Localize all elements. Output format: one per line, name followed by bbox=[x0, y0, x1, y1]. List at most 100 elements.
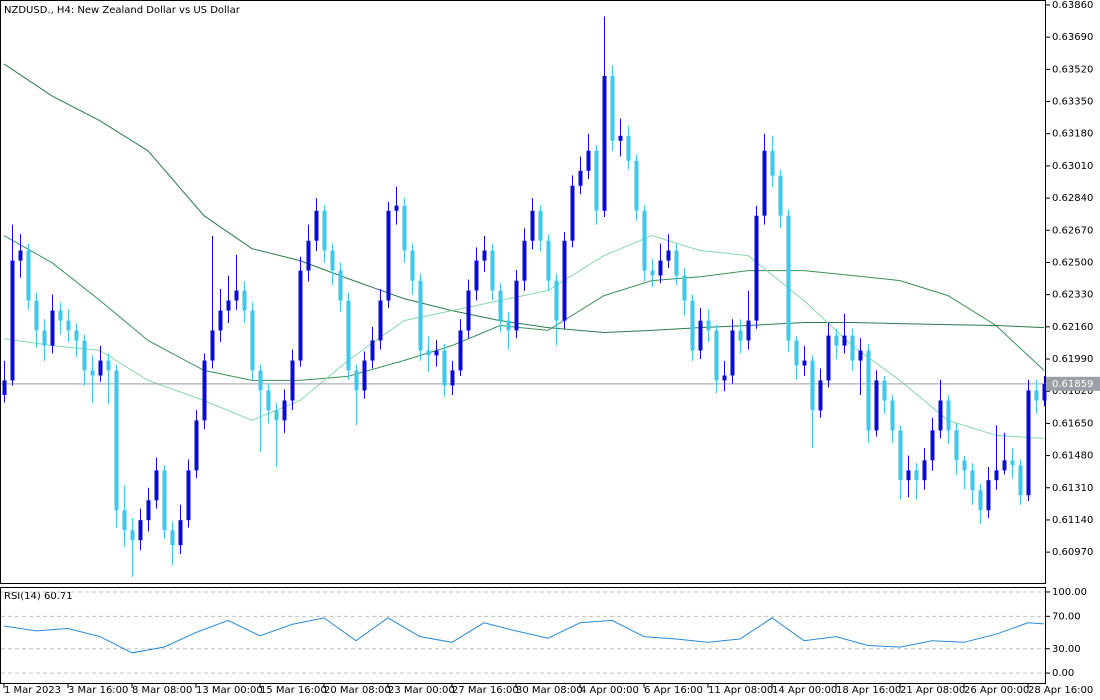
y-tick-label: 0.62840 bbox=[1052, 193, 1093, 204]
x-tick-label: 13 Mar 00:00 bbox=[196, 685, 263, 696]
candle-body bbox=[650, 270, 655, 276]
candle-body bbox=[890, 400, 895, 431]
rsi-line bbox=[3, 617, 1045, 654]
moving-average bbox=[3, 235, 1045, 381]
candle-body bbox=[954, 430, 959, 461]
candle-body bbox=[786, 215, 791, 341]
candle-body bbox=[426, 350, 431, 356]
candle-body bbox=[906, 470, 911, 481]
candle-body bbox=[394, 205, 399, 211]
candle-body bbox=[554, 280, 559, 321]
candle-body bbox=[826, 335, 831, 381]
candle-body bbox=[698, 320, 703, 351]
candle-body bbox=[298, 270, 303, 361]
candle-body bbox=[506, 320, 511, 331]
candle-body bbox=[42, 330, 47, 346]
candle-body bbox=[498, 290, 503, 321]
candle-body bbox=[930, 430, 935, 461]
candle-body bbox=[434, 350, 439, 356]
candle-body bbox=[402, 205, 407, 251]
x-tick-label: 3 Mar 16:00 bbox=[68, 685, 128, 696]
candle-body bbox=[418, 280, 423, 351]
y-tick-label: 0.61820 bbox=[1052, 386, 1093, 397]
x-tick-label: 4 Apr 00:00 bbox=[580, 685, 639, 696]
candle-body bbox=[762, 150, 767, 216]
candle-body bbox=[18, 250, 23, 261]
candle-body bbox=[74, 330, 79, 341]
candle-body bbox=[114, 370, 119, 511]
candle-body bbox=[34, 300, 39, 331]
candle-body bbox=[314, 210, 319, 241]
x-tick-label: 23 Mar 00:00 bbox=[388, 685, 455, 696]
candle-body bbox=[82, 340, 87, 371]
candle-body bbox=[810, 360, 815, 411]
y-tick-label: 70.00 bbox=[1052, 611, 1081, 622]
candle-body bbox=[962, 460, 967, 471]
candle-body bbox=[666, 250, 671, 261]
candle-body bbox=[994, 470, 999, 481]
candle-body bbox=[882, 380, 887, 401]
candle-body bbox=[938, 400, 943, 431]
candle-body bbox=[266, 390, 271, 411]
candle-body bbox=[946, 400, 951, 431]
candle-body bbox=[442, 350, 447, 386]
x-tick-label: 27 Mar 16:00 bbox=[452, 685, 519, 696]
y-tick-label: 100.00 bbox=[1052, 587, 1087, 598]
y-tick-label: 0.61310 bbox=[1052, 483, 1093, 494]
rsi-pane-frame bbox=[0, 587, 1046, 684]
candle-body bbox=[618, 135, 623, 141]
y-tick-label: 0.00 bbox=[1052, 668, 1074, 679]
candle-body bbox=[386, 210, 391, 301]
moving-average bbox=[3, 63, 1045, 334]
candle-body bbox=[1026, 390, 1031, 496]
candle-body bbox=[202, 360, 207, 421]
candle-body bbox=[66, 320, 71, 331]
candle-body bbox=[346, 300, 351, 371]
candle-body bbox=[210, 330, 215, 361]
x-tick-label: 28 Apr 16:00 bbox=[1028, 685, 1093, 696]
candle-body bbox=[1018, 465, 1023, 496]
candle-body bbox=[658, 260, 663, 276]
x-tick-label: 8 Mar 08:00 bbox=[132, 685, 192, 696]
rsi-title: RSI(14) 60.71 bbox=[4, 591, 73, 602]
candle-body bbox=[1034, 390, 1039, 401]
candle-body bbox=[922, 460, 927, 481]
candle-body bbox=[594, 150, 599, 211]
y-tick-label: 0.61990 bbox=[1052, 354, 1093, 365]
candle-body bbox=[722, 375, 727, 381]
candle-body bbox=[218, 310, 223, 331]
candle-body bbox=[138, 520, 143, 541]
candle-body bbox=[754, 215, 759, 321]
candle-body bbox=[1042, 383, 1047, 401]
x-tick-label: 15 Mar 16:00 bbox=[260, 685, 327, 696]
candle-body bbox=[578, 170, 583, 186]
candle-body bbox=[338, 270, 343, 301]
candle-body bbox=[794, 340, 799, 366]
candle-body bbox=[626, 135, 631, 161]
x-tick-label: 21 Apr 08:00 bbox=[900, 685, 965, 696]
candle-body bbox=[282, 400, 287, 421]
candle-body bbox=[538, 210, 543, 241]
candle-body bbox=[706, 320, 711, 331]
candle-body bbox=[602, 75, 607, 211]
y-tick-label: 0.61140 bbox=[1052, 515, 1093, 526]
x-tick-label: 26 Apr 00:00 bbox=[964, 685, 1029, 696]
candle-body bbox=[586, 150, 591, 171]
candle-body bbox=[354, 370, 359, 391]
x-tick-label: 18 Apr 16:00 bbox=[836, 685, 901, 696]
candle-body bbox=[130, 530, 135, 541]
candle-body bbox=[146, 500, 151, 521]
y-tick-label: 0.62500 bbox=[1052, 257, 1093, 268]
y-tick-label: 0.61480 bbox=[1052, 451, 1093, 462]
candle-body bbox=[450, 370, 455, 386]
candle-body bbox=[546, 240, 551, 281]
candle-body bbox=[58, 310, 63, 321]
candle-body bbox=[50, 310, 55, 346]
candle-body bbox=[986, 480, 991, 511]
candle-body bbox=[610, 75, 615, 141]
candle-body bbox=[522, 240, 527, 281]
candle-body bbox=[106, 360, 111, 371]
candle-body bbox=[362, 360, 367, 391]
candle-body bbox=[306, 240, 311, 271]
